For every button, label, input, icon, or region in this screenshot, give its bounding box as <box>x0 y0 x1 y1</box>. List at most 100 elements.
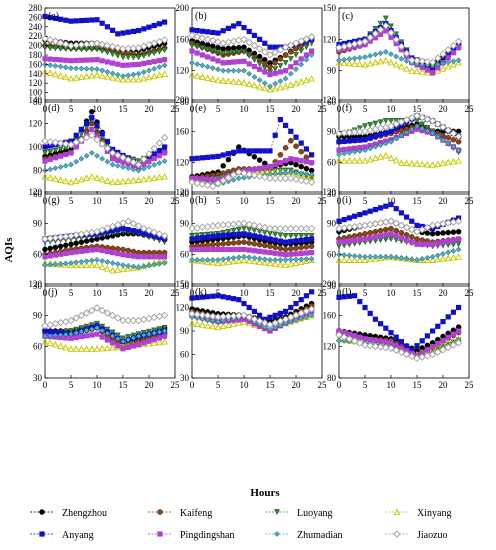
point-pingdingshan <box>277 69 283 75</box>
point-jiaozuo <box>93 39 101 47</box>
point-jiaozuo <box>361 341 369 349</box>
point-zhumadian <box>199 257 206 263</box>
point-pingdingshan <box>194 246 200 253</box>
point-zhumadian <box>88 66 95 72</box>
point-xinyang <box>46 173 54 181</box>
point-pingdingshan <box>450 331 456 337</box>
point-zhumadian <box>99 67 106 74</box>
point-xinyang <box>455 253 462 260</box>
point-zhumadian <box>88 150 95 156</box>
point-jiaozuo <box>292 175 300 184</box>
point-anyang <box>220 232 226 239</box>
point-zhumadian <box>251 255 258 261</box>
point-pingdingshan <box>388 231 394 237</box>
point-jiaozuo <box>281 43 290 51</box>
point-jiaozuo <box>240 219 248 228</box>
point-jiaozuo <box>119 316 127 325</box>
y-tick-label: 200 <box>29 41 43 51</box>
point-xinyang <box>83 345 90 352</box>
point-jiaozuo <box>245 313 253 321</box>
point-jiaozuo <box>261 319 269 327</box>
point-zhumadian <box>398 132 405 139</box>
point-zhumadian <box>114 162 121 169</box>
point-zhumadian <box>120 262 126 268</box>
point-jiaozuo <box>119 153 127 162</box>
point-kaifeng <box>357 232 363 238</box>
point-zhumadian <box>156 261 163 267</box>
point-pingdingshan <box>419 350 425 356</box>
point-xinyang <box>287 81 295 88</box>
point-xinyang <box>424 256 431 263</box>
point-luoyang <box>194 44 201 50</box>
point-anyang <box>393 206 399 212</box>
point-zhengzhou <box>429 231 436 237</box>
point-pingdingshan <box>288 251 294 257</box>
point-jiaozuo <box>229 312 238 320</box>
point-anyang <box>303 293 309 299</box>
point-anyang <box>288 304 294 311</box>
point-anyang <box>241 24 247 31</box>
point-xinyang <box>351 156 358 164</box>
point-xinyang <box>124 264 132 272</box>
point-jiaozuo <box>366 126 374 135</box>
point-jiaozuo <box>129 44 138 52</box>
point-jiaozuo <box>62 40 70 48</box>
point-xinyang <box>398 159 405 166</box>
point-zhumadian <box>346 149 353 156</box>
point-jiaozuo <box>271 319 279 327</box>
point-xinyang <box>372 154 379 162</box>
point-zhumadian <box>408 126 415 133</box>
point-jiaozuo <box>413 57 421 65</box>
point-jiaozuo <box>245 38 253 47</box>
point-zhumadian <box>215 66 221 73</box>
point-jiaozuo <box>150 228 158 236</box>
point-xinyang <box>277 83 284 91</box>
point-xinyang <box>135 176 142 183</box>
point-jiaozuo <box>271 48 279 57</box>
x-tick-label: 15 <box>266 196 276 206</box>
point-jiaozuo <box>361 37 369 46</box>
point-xinyang <box>156 338 163 346</box>
point-xinyang <box>225 321 232 328</box>
point-pingdingshan <box>162 150 168 156</box>
point-xinyang <box>104 177 111 184</box>
point-pingdingshan <box>272 250 278 256</box>
point-pingdingshan <box>272 162 278 168</box>
point-luoyang <box>455 241 462 248</box>
point-xinyang <box>398 62 405 70</box>
point-zhumadian <box>235 254 242 261</box>
point-anyang <box>225 295 231 301</box>
point-luoyang <box>156 326 163 333</box>
point-pingdingshan <box>84 248 90 254</box>
point-pingdingshan <box>414 241 420 247</box>
x-tick-label: 10 <box>387 104 397 114</box>
point-zhumadian <box>47 166 54 173</box>
point-luoyang <box>272 167 279 174</box>
point-jiaozuo <box>402 49 411 58</box>
point-jiaozuo <box>402 116 411 124</box>
x-tick-label: 20 <box>439 288 449 298</box>
point-pingdingshan <box>346 238 352 244</box>
point-pingdingshan <box>136 254 142 260</box>
point-zhumadian <box>73 330 80 336</box>
point-pingdingshan <box>120 159 126 165</box>
point-jiaozuo <box>423 58 432 66</box>
point-jiaozuo <box>302 307 311 315</box>
point-xinyang <box>392 156 400 164</box>
point-xinyang <box>145 174 153 182</box>
point-zhumadian <box>57 164 64 170</box>
point-kaifeng <box>215 241 221 247</box>
point-zhumadian <box>434 133 441 140</box>
panel-frame <box>191 99 323 195</box>
y-tick-label: 60 <box>33 189 43 199</box>
point-jiaozuo <box>297 224 305 233</box>
point-xinyang <box>266 85 274 93</box>
point-zhumadian <box>440 251 446 257</box>
point-anyang <box>210 154 216 160</box>
point-xinyang <box>41 172 49 180</box>
point-anyang <box>277 310 283 316</box>
point-jiaozuo <box>361 221 369 230</box>
panel-label: (b) <box>195 11 207 22</box>
point-pingdingshan <box>63 250 69 257</box>
